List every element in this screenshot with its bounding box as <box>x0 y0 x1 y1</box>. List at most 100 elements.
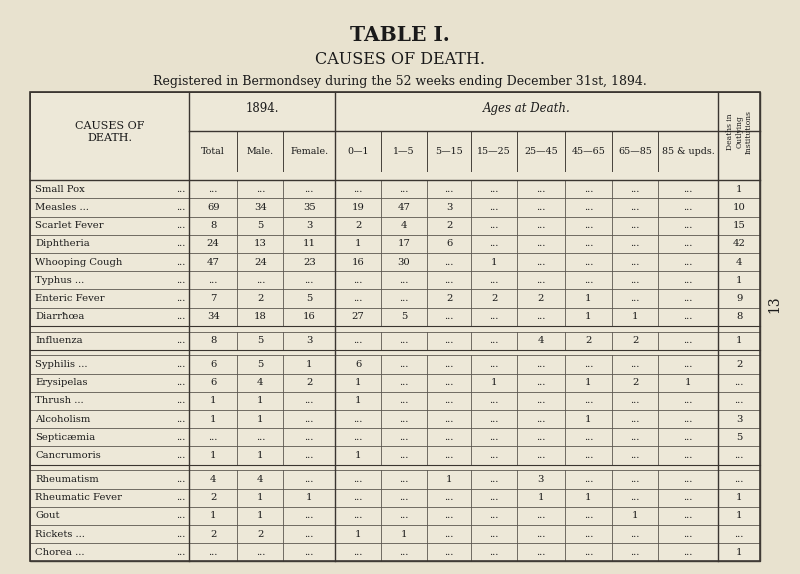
Text: 6: 6 <box>355 360 361 369</box>
Text: ...: ... <box>354 294 362 303</box>
Text: 2: 2 <box>210 530 217 538</box>
Text: 13: 13 <box>254 239 267 249</box>
Text: 11: 11 <box>302 239 316 249</box>
Text: ...: ... <box>399 360 409 369</box>
Text: 2: 2 <box>538 294 544 303</box>
Text: ...: ... <box>177 451 186 460</box>
Text: 4: 4 <box>210 475 217 484</box>
Text: ...: ... <box>444 530 454 538</box>
Text: ...: ... <box>399 511 409 521</box>
Text: ...: ... <box>683 294 693 303</box>
Text: ...: ... <box>399 336 409 345</box>
Text: Syphilis ...: Syphilis ... <box>35 360 88 369</box>
Text: 6: 6 <box>446 239 452 249</box>
Text: 9: 9 <box>736 294 742 303</box>
Text: 4: 4 <box>401 221 407 230</box>
Text: ...: ... <box>630 414 640 424</box>
Text: ...: ... <box>177 203 186 212</box>
Text: ...: ... <box>490 239 499 249</box>
Text: 1: 1 <box>736 336 742 345</box>
Text: ...: ... <box>444 360 454 369</box>
Text: ...: ... <box>630 475 640 484</box>
Text: ...: ... <box>444 414 454 424</box>
Text: ...: ... <box>177 530 186 538</box>
Text: 5—15: 5—15 <box>435 147 463 156</box>
Text: 4: 4 <box>257 378 264 387</box>
Text: ...: ... <box>354 414 362 424</box>
Text: ...: ... <box>444 451 454 460</box>
Text: 7: 7 <box>210 294 217 303</box>
Text: TABLE I.: TABLE I. <box>350 25 450 45</box>
Text: ...: ... <box>584 433 593 442</box>
Text: Thrush ...: Thrush ... <box>35 397 84 405</box>
Text: ...: ... <box>209 185 218 194</box>
Text: ...: ... <box>536 360 546 369</box>
Text: ...: ... <box>490 336 499 345</box>
Text: ...: ... <box>490 276 499 285</box>
Text: 8: 8 <box>736 312 742 321</box>
Text: 3: 3 <box>446 203 452 212</box>
Text: ...: ... <box>536 312 546 321</box>
Text: ...: ... <box>177 276 186 285</box>
Text: ...: ... <box>683 548 693 557</box>
Text: 1: 1 <box>306 493 313 502</box>
Text: ...: ... <box>584 475 593 484</box>
Text: ...: ... <box>630 221 640 230</box>
Text: 1: 1 <box>736 511 742 521</box>
Text: 4: 4 <box>736 258 742 266</box>
Text: ...: ... <box>490 433 499 442</box>
Text: Rheumatic Fever: Rheumatic Fever <box>35 493 122 502</box>
Text: 1: 1 <box>355 378 362 387</box>
Text: 1: 1 <box>257 397 264 405</box>
Text: ...: ... <box>584 451 593 460</box>
Text: ...: ... <box>490 397 499 405</box>
Text: 1: 1 <box>401 530 407 538</box>
Text: ...: ... <box>305 397 314 405</box>
Text: ...: ... <box>734 451 744 460</box>
Text: 1: 1 <box>685 378 691 387</box>
Text: 8: 8 <box>210 221 217 230</box>
Text: 1: 1 <box>257 414 264 424</box>
Text: 24: 24 <box>254 258 267 266</box>
Text: ...: ... <box>683 397 693 405</box>
Text: ...: ... <box>490 451 499 460</box>
Text: 10: 10 <box>733 203 746 212</box>
Text: Deaths in
Outlying
Institutions: Deaths in Outlying Institutions <box>726 110 752 154</box>
Text: 5: 5 <box>306 294 313 303</box>
Text: ...: ... <box>536 530 546 538</box>
Text: ...: ... <box>177 221 186 230</box>
Text: ...: ... <box>305 185 314 194</box>
Text: 1: 1 <box>736 548 742 557</box>
Text: 1: 1 <box>355 239 362 249</box>
Text: ...: ... <box>305 475 314 484</box>
Text: CAUSES OF
DEATH.: CAUSES OF DEATH. <box>75 121 145 143</box>
Text: ...: ... <box>177 548 186 557</box>
Text: 2: 2 <box>210 493 217 502</box>
Text: ...: ... <box>399 294 409 303</box>
Text: ...: ... <box>354 276 362 285</box>
Text: ...: ... <box>683 258 693 266</box>
Text: ...: ... <box>584 397 593 405</box>
Text: 2: 2 <box>355 221 362 230</box>
Text: ...: ... <box>177 433 186 442</box>
Text: ...: ... <box>444 336 454 345</box>
Text: ...: ... <box>630 360 640 369</box>
Text: ...: ... <box>683 451 693 460</box>
Text: ...: ... <box>683 276 693 285</box>
Text: Influenza: Influenza <box>35 336 83 345</box>
Text: ...: ... <box>490 360 499 369</box>
Text: 45—65: 45—65 <box>571 147 606 156</box>
Text: ...: ... <box>584 530 593 538</box>
Text: 5: 5 <box>736 433 742 442</box>
Text: 69: 69 <box>207 203 219 212</box>
Text: 1: 1 <box>257 451 264 460</box>
Text: ...: ... <box>444 397 454 405</box>
Text: 34: 34 <box>254 203 267 212</box>
Text: ...: ... <box>177 239 186 249</box>
Text: ...: ... <box>209 548 218 557</box>
Text: ...: ... <box>536 203 546 212</box>
Text: ...: ... <box>399 276 409 285</box>
Text: ...: ... <box>444 511 454 521</box>
Text: Rheumatism: Rheumatism <box>35 475 99 484</box>
Text: Typhus ...: Typhus ... <box>35 276 85 285</box>
